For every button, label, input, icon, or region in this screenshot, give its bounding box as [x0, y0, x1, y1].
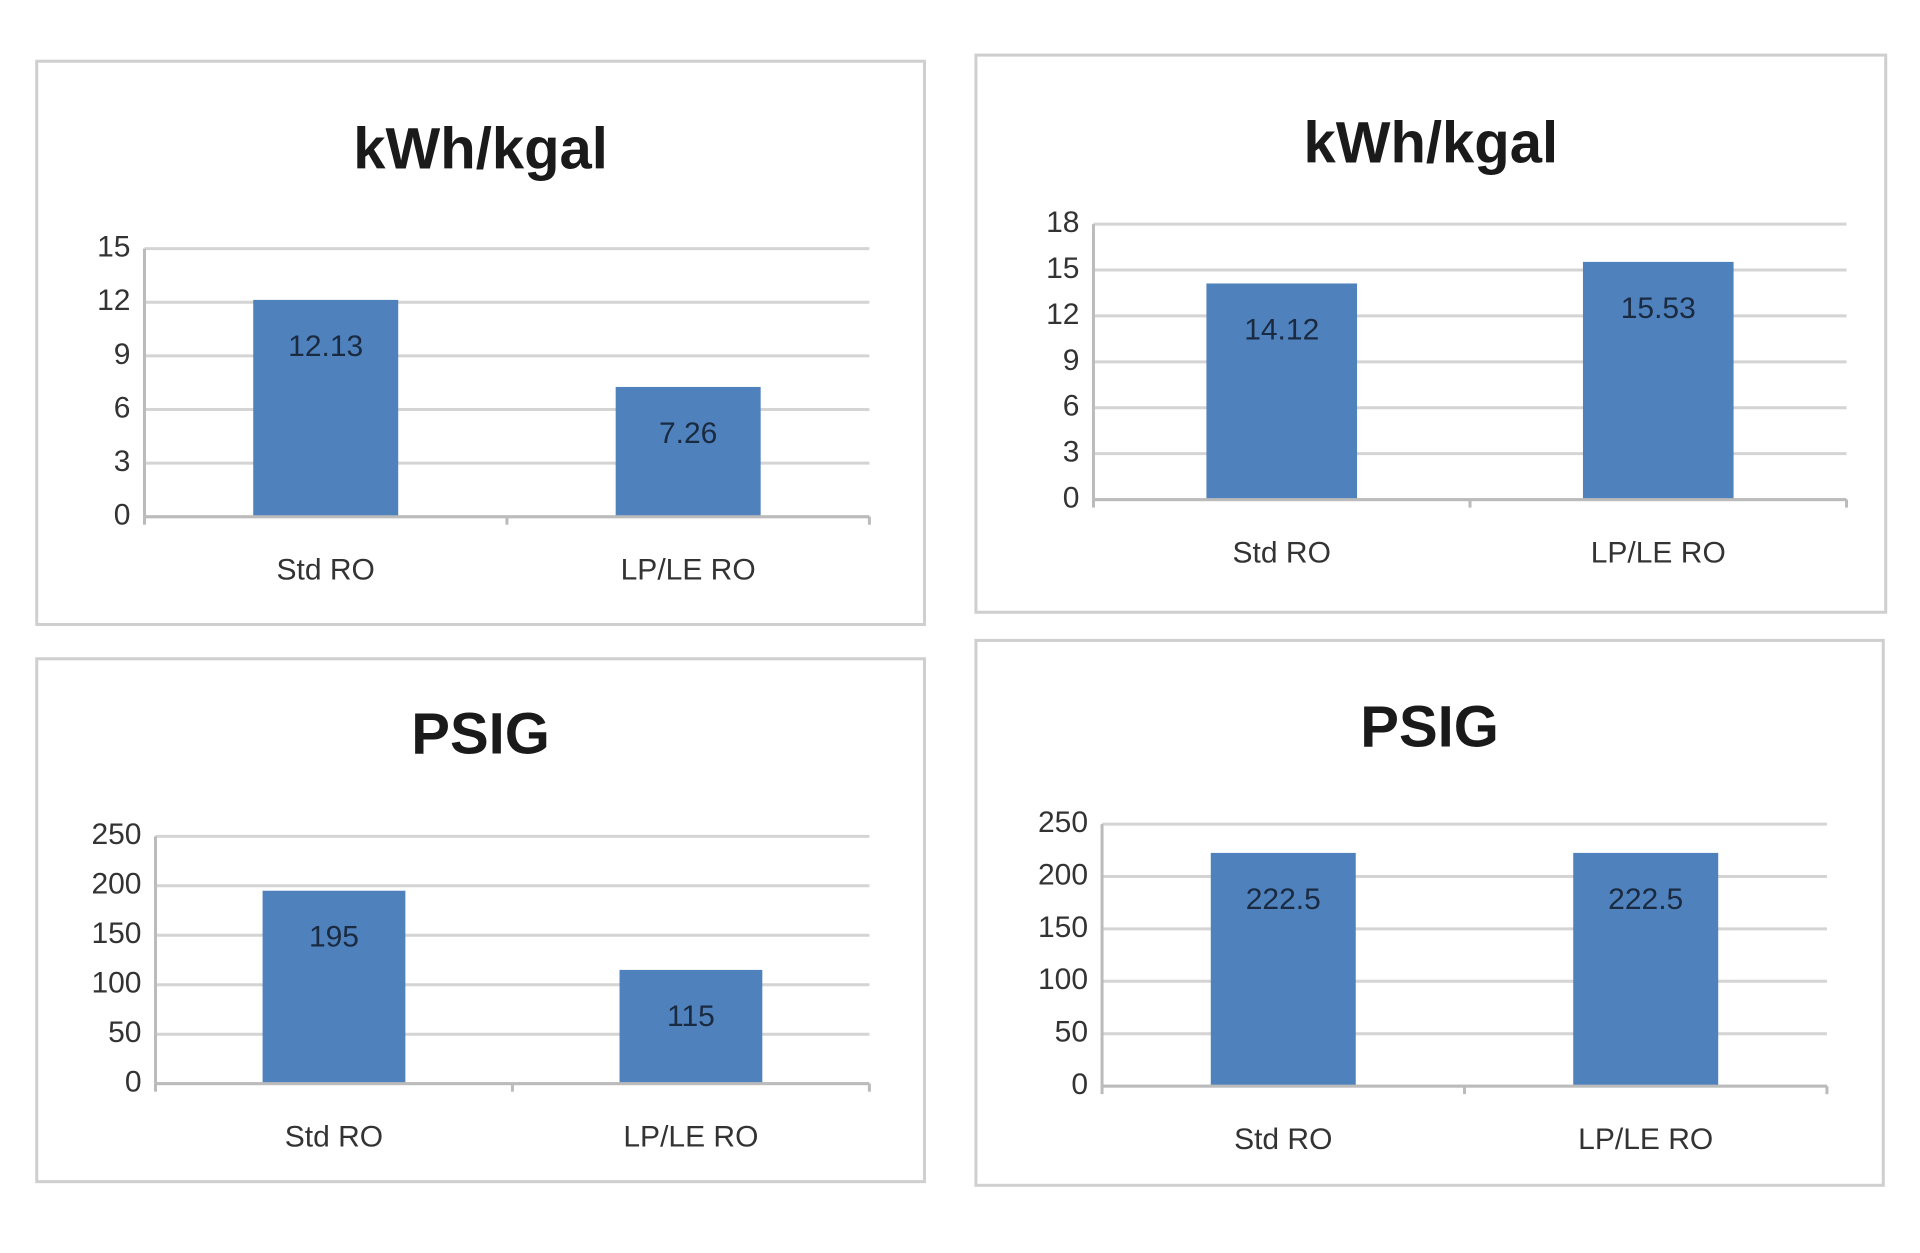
y-tick-label: 0 — [1063, 482, 1080, 515]
value-label: 14.12 — [1244, 313, 1319, 346]
value-label: 12.13 — [288, 330, 363, 363]
value-label: 7.26 — [659, 417, 717, 450]
y-tick-label: 0 — [125, 1066, 142, 1099]
bar — [1582, 261, 1734, 500]
y-tick-label: 250 — [1038, 806, 1088, 839]
y-tick-label: 150 — [1038, 911, 1088, 944]
y-tick-label: 15 — [1046, 252, 1079, 285]
x-tick-label: Std RO — [1234, 1123, 1332, 1156]
chart-title: kWh/kgal — [1304, 110, 1559, 175]
y-tick-label: 100 — [91, 967, 141, 1000]
bar — [619, 969, 763, 1084]
y-tick-label: 12 — [1046, 298, 1079, 331]
x-tick-label: LP/LE RO — [623, 1121, 758, 1154]
y-tick-label: 3 — [1063, 436, 1080, 469]
value-label: 195 — [309, 921, 359, 954]
bar — [615, 386, 761, 517]
bar — [1573, 852, 1719, 1087]
x-tick-label: Std RO — [285, 1121, 383, 1154]
y-tick-label: 9 — [114, 338, 131, 371]
value-label: 15.53 — [1621, 292, 1696, 325]
chart-title: kWh/kgal — [353, 116, 608, 181]
value-label: 115 — [667, 1000, 715, 1033]
chart-frame — [974, 53, 1888, 614]
chart-frame — [974, 638, 1885, 1187]
y-tick-label: 50 — [108, 1016, 141, 1049]
y-tick-label: 15 — [97, 230, 130, 263]
value-label: 222.5 — [1608, 883, 1683, 916]
y-tick-label: 9 — [1063, 344, 1080, 377]
y-tick-label: 250 — [91, 818, 141, 851]
x-tick-label: Std RO — [277, 554, 375, 587]
bar — [1210, 852, 1356, 1087]
x-tick-label: LP/LE RO — [1578, 1123, 1713, 1156]
chart-title: PSIG — [1360, 694, 1499, 759]
chart-frame — [35, 59, 926, 626]
y-tick-label: 0 — [1071, 1068, 1088, 1101]
x-tick-label: LP/LE RO — [1591, 537, 1726, 570]
y-tick-label: 200 — [91, 868, 141, 901]
y-tick-label: 18 — [1046, 206, 1079, 239]
bar — [253, 299, 399, 517]
y-tick-label: 100 — [1038, 963, 1088, 996]
y-tick-label: 150 — [91, 917, 141, 950]
y-tick-label: 12 — [97, 284, 130, 317]
chart-title: PSIG — [411, 702, 550, 767]
y-tick-label: 0 — [114, 499, 131, 532]
x-tick-label: LP/LE RO — [621, 554, 756, 587]
bar — [1206, 283, 1358, 500]
y-tick-label: 200 — [1038, 858, 1088, 891]
x-tick-label: Std RO — [1233, 537, 1331, 570]
bar — [262, 890, 406, 1084]
y-tick-label: 50 — [1055, 1016, 1088, 1049]
y-tick-label: 3 — [114, 445, 131, 478]
chart-frame — [35, 657, 926, 1184]
value-label: 222.5 — [1246, 883, 1321, 916]
y-tick-label: 6 — [1063, 390, 1080, 423]
y-tick-label: 6 — [114, 391, 131, 424]
